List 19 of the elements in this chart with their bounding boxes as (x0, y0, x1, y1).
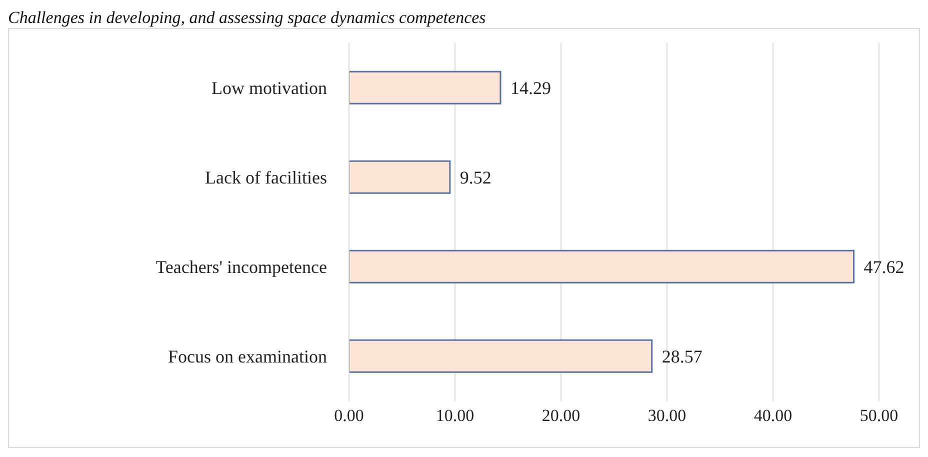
bar (349, 339, 653, 373)
data-label: 47.62 (864, 257, 904, 278)
data-label: 14.29 (510, 78, 551, 98)
x-tick-label: 30.00 (648, 406, 686, 426)
x-tick-label: 10.00 (436, 406, 474, 426)
bar (349, 250, 855, 284)
y-tick-label: Focus on examination (168, 346, 327, 367)
data-label: 28.57 (662, 346, 702, 367)
x-tick-label: 50.00 (860, 406, 898, 426)
y-tick-label: Low motivation (212, 78, 327, 98)
chart-title: Challenges in developing, and assessing space dynamics competences (8, 8, 487, 28)
x-tick-label: 40.00 (754, 406, 792, 426)
bar (349, 70, 502, 104)
y-tick-label: Teachers' incompetence (156, 257, 328, 278)
x-tick-label: 0.00 (334, 406, 364, 426)
bar (349, 160, 451, 194)
y-tick-label: Lack of facilities (205, 168, 327, 188)
data-label: 9.52 (460, 168, 492, 188)
x-tick-label: 20.00 (542, 406, 580, 426)
